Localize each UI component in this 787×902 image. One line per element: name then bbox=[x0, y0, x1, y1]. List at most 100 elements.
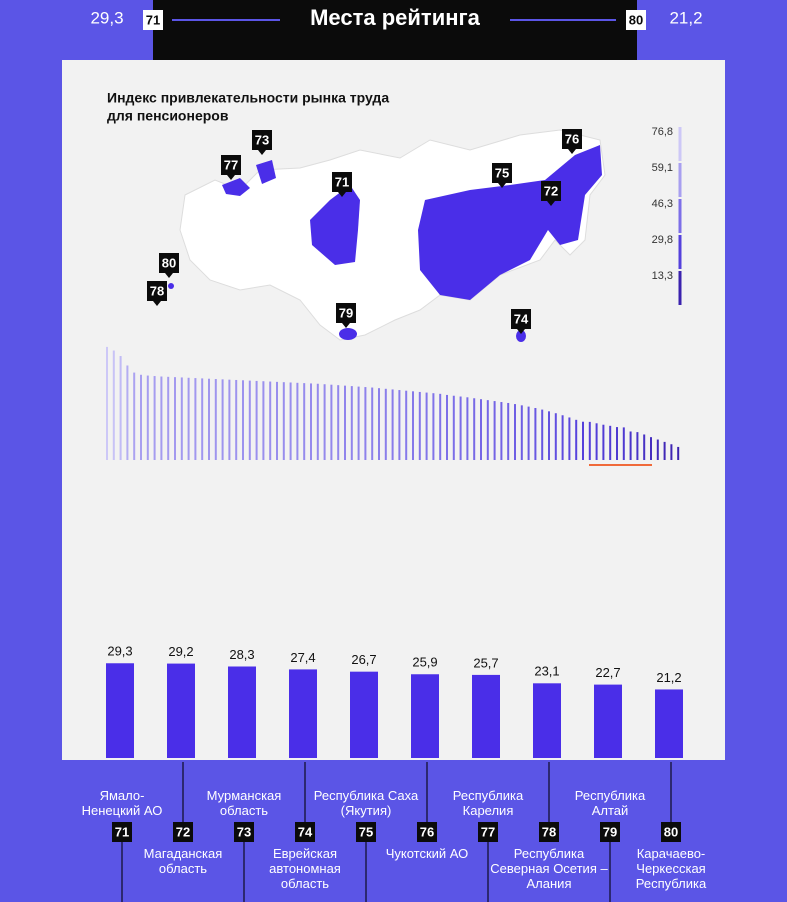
bar bbox=[514, 404, 516, 460]
map-region bbox=[545, 145, 602, 245]
rank-badge bbox=[234, 822, 254, 842]
value-label: 26,7 bbox=[351, 652, 376, 667]
bar bbox=[276, 381, 278, 460]
bar bbox=[650, 437, 652, 460]
bar bbox=[201, 378, 204, 460]
bar bbox=[472, 674, 500, 758]
category-label: Ямало-Ненецкий АО bbox=[81, 788, 163, 818]
map-title: для пенсионеров bbox=[107, 108, 229, 124]
rank-badge bbox=[539, 822, 559, 842]
bar bbox=[594, 684, 622, 758]
rank-label: 75 bbox=[359, 824, 373, 839]
bar bbox=[595, 423, 598, 460]
map-region bbox=[418, 180, 560, 300]
legend-label: 46,3 bbox=[652, 198, 673, 210]
category-label: Карачаево-Черкесская Республика bbox=[635, 846, 707, 891]
bar bbox=[194, 378, 197, 460]
category-label: Мурманская область bbox=[206, 788, 282, 818]
value-label: 28,3 bbox=[229, 647, 254, 662]
rank-badge bbox=[626, 10, 646, 30]
bar bbox=[609, 425, 612, 460]
rank-badge bbox=[356, 822, 376, 842]
bar bbox=[248, 380, 251, 460]
bar bbox=[364, 387, 367, 460]
bar bbox=[452, 395, 455, 460]
header-title: Места рейтинга bbox=[310, 5, 481, 30]
bar bbox=[350, 386, 353, 460]
marker-pointer bbox=[258, 150, 266, 155]
legend-label: 13,3 bbox=[652, 270, 673, 282]
bar bbox=[432, 393, 435, 460]
bar bbox=[160, 376, 163, 460]
value-label: 25,9 bbox=[412, 655, 437, 670]
rank-label: 71 bbox=[115, 824, 129, 839]
header-value: 21,2 bbox=[669, 8, 702, 27]
bar bbox=[316, 383, 319, 460]
rank-badge bbox=[492, 163, 512, 183]
bar bbox=[575, 419, 578, 460]
bar bbox=[228, 666, 256, 758]
bar bbox=[187, 377, 190, 460]
bar bbox=[582, 421, 584, 460]
rank-badge bbox=[332, 172, 352, 192]
bar bbox=[303, 383, 306, 460]
bar bbox=[629, 431, 632, 460]
bar bbox=[235, 379, 238, 460]
bar bbox=[296, 382, 299, 460]
rank-badge bbox=[295, 822, 315, 842]
bar bbox=[228, 379, 231, 460]
bar bbox=[656, 439, 659, 460]
category-label: Республика Северная Осетия – Алания bbox=[490, 846, 608, 891]
rank-badge bbox=[252, 130, 272, 150]
rank-label: 80 bbox=[664, 824, 678, 839]
bar bbox=[289, 669, 317, 758]
value-label: 21,2 bbox=[656, 670, 681, 685]
bar bbox=[527, 406, 530, 460]
bar bbox=[133, 372, 136, 460]
bar bbox=[262, 381, 265, 460]
value-label: 22,7 bbox=[595, 665, 620, 680]
legend-label: 29,8 bbox=[652, 234, 673, 246]
bar bbox=[412, 391, 414, 460]
bar bbox=[670, 444, 673, 460]
rank-label: 77 bbox=[224, 157, 238, 172]
rank-badge bbox=[336, 303, 356, 323]
bar bbox=[269, 381, 272, 460]
bar bbox=[493, 401, 496, 460]
marker-pointer bbox=[153, 301, 161, 306]
marker-pointer bbox=[227, 175, 235, 180]
bar bbox=[405, 390, 408, 460]
bar bbox=[378, 388, 380, 460]
marker-pointer bbox=[517, 329, 525, 334]
bar bbox=[174, 377, 176, 460]
bar bbox=[548, 411, 550, 460]
rank-badge bbox=[478, 822, 498, 842]
rank-badge bbox=[159, 253, 179, 273]
bar bbox=[344, 385, 346, 460]
rank-badge bbox=[541, 181, 561, 201]
rank-badge bbox=[143, 10, 163, 30]
category-label: Республика Карелия bbox=[452, 788, 524, 818]
header-value: 29,3 bbox=[90, 8, 123, 27]
bar bbox=[480, 399, 482, 460]
bar bbox=[554, 413, 557, 460]
map-region bbox=[516, 330, 526, 342]
bar bbox=[146, 375, 149, 460]
bar bbox=[350, 671, 378, 758]
rank-label: 73 bbox=[255, 132, 269, 147]
bar bbox=[534, 408, 537, 460]
bar bbox=[466, 397, 469, 460]
bar bbox=[310, 383, 312, 460]
map-title: Индекс привлекательности рынка труда bbox=[107, 90, 389, 106]
bar bbox=[391, 389, 394, 460]
bar bbox=[337, 385, 340, 460]
bar bbox=[418, 391, 421, 460]
bar bbox=[371, 387, 374, 460]
bar bbox=[561, 415, 564, 460]
bar bbox=[357, 386, 360, 460]
rank-label: 72 bbox=[176, 824, 190, 839]
rank-badge bbox=[173, 822, 193, 842]
bar bbox=[602, 424, 605, 460]
